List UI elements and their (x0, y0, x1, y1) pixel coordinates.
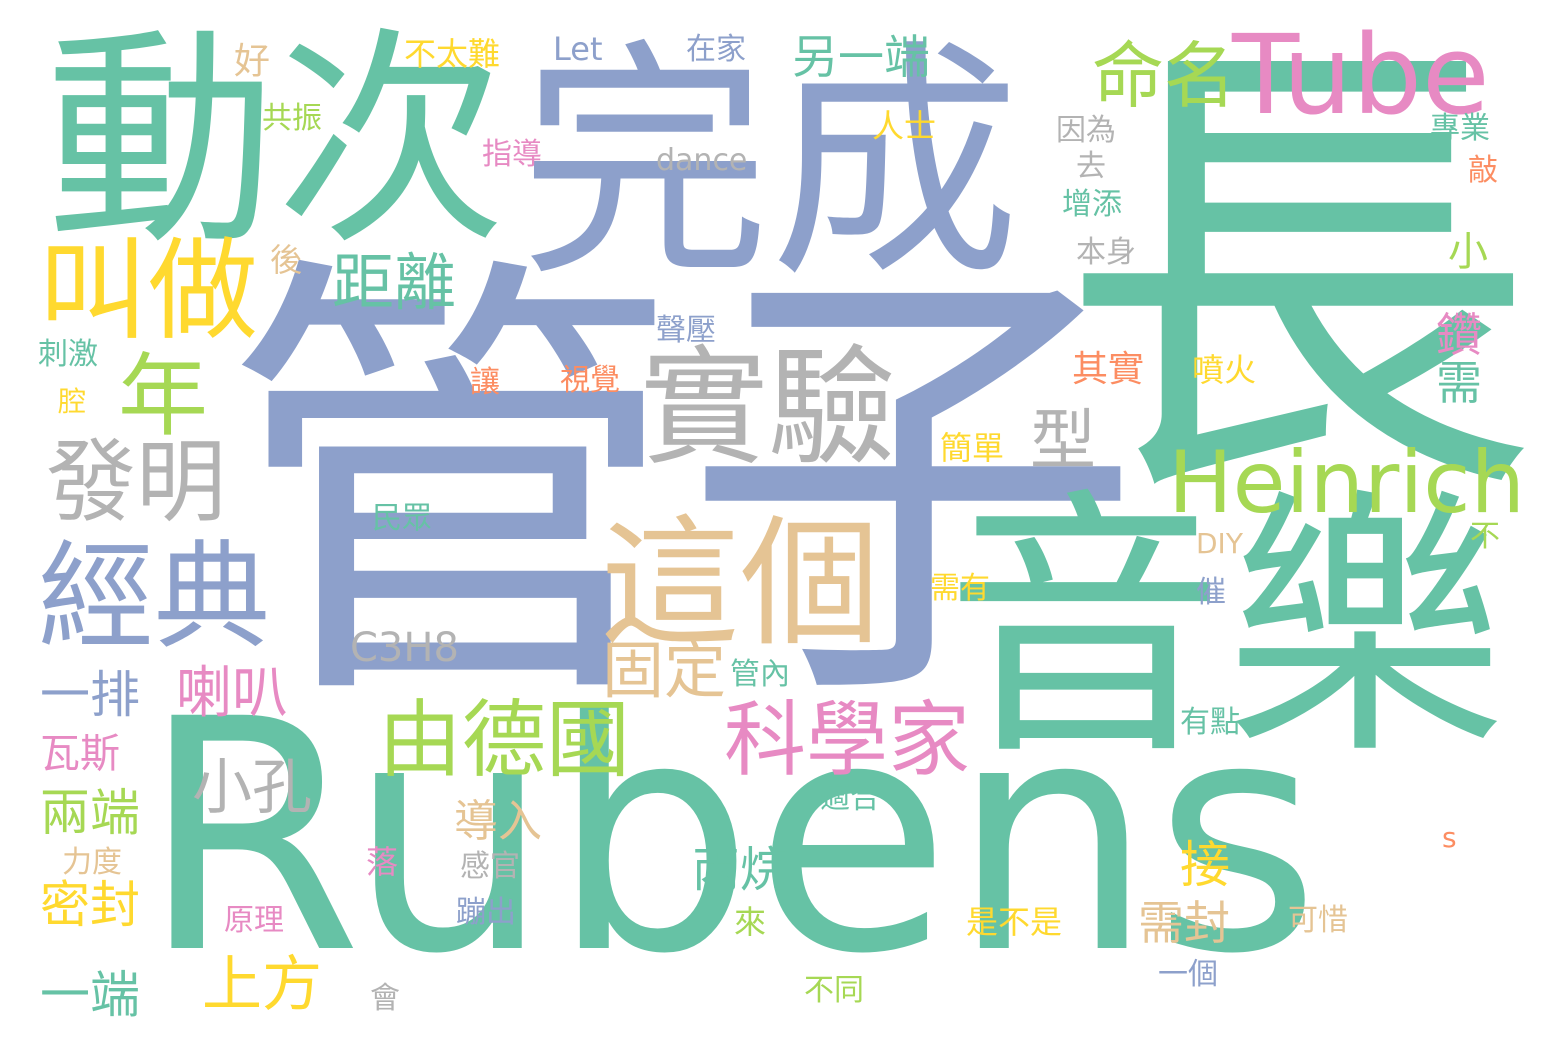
word-zuan: 鑽 (1436, 308, 1482, 362)
word-hui: 會 (370, 981, 400, 1016)
word-youdian: 有點 (1180, 705, 1240, 740)
word-hao: 好 (234, 41, 271, 82)
word-xiao: 小 (1448, 229, 1488, 275)
word-jiaozuo: 叫做 (38, 227, 258, 355)
word-renshi: 人士 (872, 107, 937, 145)
word-zhege: 這個 (600, 503, 881, 666)
word-shiyan: 實驗 (640, 334, 897, 483)
word-s: s (1442, 821, 1457, 854)
word-yipai: 一排 (40, 666, 140, 724)
word-lidu: 力度 (62, 845, 122, 880)
word-qiang: 腔 (58, 385, 87, 418)
word-guanzi: 管子 (222, 222, 1142, 757)
word-daoru: 導入 (454, 796, 542, 847)
word-xufeng: 需封 (1138, 896, 1230, 950)
word-dongci: 動次 (46, 9, 507, 276)
word-shibushi: 是不是 (966, 903, 1063, 941)
word-kexuejia: 科學家 (724, 693, 971, 788)
word-bingwan: 丙烷 (692, 842, 789, 898)
word-xing: 型 (1030, 402, 1096, 479)
word-mifeng: 密封 (40, 876, 140, 934)
word-guding: 固定 (602, 634, 727, 707)
word-mingming: 命名 (1092, 34, 1237, 118)
word-lingyiduan: 另一端 (792, 30, 930, 84)
word-ganguan: 感官 (460, 849, 520, 884)
word-chang: 長 (1058, 0, 1538, 559)
word-butainan: 不太難 (404, 35, 501, 73)
word-xu: 需 (1436, 356, 1482, 410)
word-rubens: Rubens (140, 652, 1321, 1024)
word-laba: 喇叭 (176, 661, 288, 726)
word-c3h8: C3H8 (350, 625, 459, 671)
word-butong: 不同 (804, 973, 864, 1008)
word-zhuanye: 專業 (1430, 111, 1490, 146)
word-dance: dance (656, 143, 748, 178)
word-tube: Tube (1232, 11, 1490, 139)
word-rang: 讓 (470, 365, 500, 400)
word-bu: 不 (1470, 519, 1500, 554)
word-hou: 後 (270, 241, 303, 279)
word-yinyue: 音樂 (945, 467, 1505, 793)
word-luo: 落 (366, 843, 399, 881)
word-jie: 接 (1180, 836, 1230, 894)
word-cui: 催 (1196, 575, 1226, 610)
word-yige: 一個 (1158, 957, 1218, 992)
word-wancheng: 完成 (520, 19, 1020, 310)
word-gongzhen: 共振 (262, 101, 322, 136)
word-diy: DIY (1196, 527, 1243, 560)
word-minzhong: 民眾 (372, 501, 432, 536)
word-yiduan: 一端 (40, 966, 140, 1024)
word-faming: 發明 (46, 430, 226, 535)
word-benshen: 本身 (1076, 235, 1136, 270)
word-zaijia: 在家 (686, 32, 746, 67)
word-youdeguo: 由德國 (378, 691, 631, 789)
word-shihe: 適合 (820, 781, 880, 816)
word-lai: 來 (734, 903, 767, 941)
word-jiandan: 簡單 (940, 429, 1005, 467)
word-shengya: 聲壓 (656, 313, 716, 348)
word-wasi: 瓦斯 (40, 731, 120, 777)
word-ciji: 刺激 (38, 337, 98, 372)
word-qishi: 其實 (1072, 349, 1145, 390)
word-jingdian: 經典 (38, 530, 270, 665)
word-shijue: 視覺 (560, 363, 620, 398)
word-yinwei: 因為 (1056, 113, 1116, 148)
word-qiao: 敲 (1468, 153, 1498, 188)
word-zhidao: 指導 (482, 137, 542, 172)
word-yuanli: 原理 (224, 903, 284, 938)
word-xiaokong: 小孔 (192, 753, 312, 823)
word-zengtian: 增添 (1062, 187, 1122, 222)
word-kexi: 可惜 (1288, 903, 1348, 938)
word-juli: 距離 (332, 246, 457, 319)
word-nian: 年 (118, 344, 208, 449)
word-heinrich: Heinrich (1168, 433, 1526, 533)
word-xuyou: 需有 (930, 571, 990, 606)
word-liangduan: 兩端 (40, 784, 140, 842)
word-let: Let (553, 30, 603, 68)
word-qu: 去 (1076, 149, 1106, 184)
word-penhuo: 噴火 (1192, 351, 1257, 389)
word-bengchu: 蹦出 (456, 895, 516, 930)
word-shangfang: 上方 (202, 950, 322, 1020)
word-guannei: 管內 (730, 657, 790, 692)
